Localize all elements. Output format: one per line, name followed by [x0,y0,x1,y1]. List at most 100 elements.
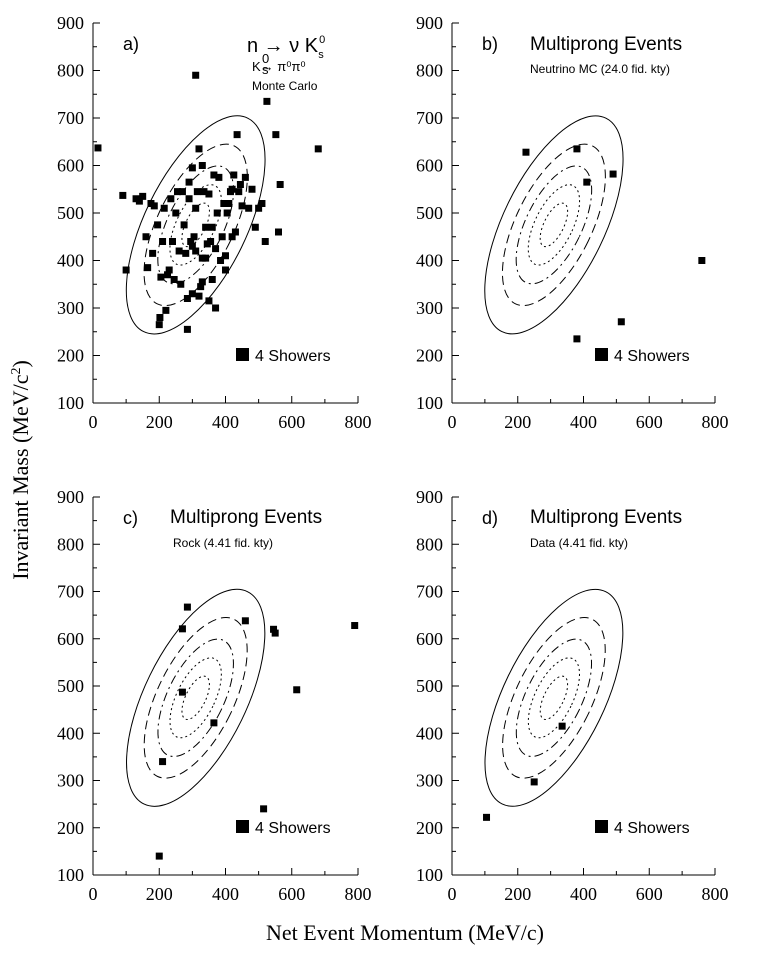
panel-a-data-point [205,297,213,305]
panel-c-contour-4 [169,657,222,739]
panel-a-contour-4 [169,184,222,266]
panel-a-y-tick-label: 600 [57,156,84,176]
panel-a-data-point [170,276,178,283]
panel-d-contour-4 [527,657,580,739]
panel-d-y-tick-label: 800 [416,534,443,554]
panel-a-data-point [210,171,218,179]
panel-b-x-tick-label: 0 [448,412,457,432]
panel-b-y-tick-label: 100 [416,393,443,413]
panel-a-data-point [272,131,280,139]
panel-a-x-tick-label: 0 [89,412,98,432]
panel-a-data-point [164,271,172,279]
panel-a-data-point [139,192,147,200]
panel-c-contour-1 [126,588,266,807]
panel-d-y-tick-label: 700 [416,582,443,602]
panel-a-data-point [205,190,213,198]
panel-a-data-point [245,204,253,212]
panel-c-data-point [159,758,167,766]
panel-a-data-point [202,223,210,231]
panel-b-y-tick-label: 500 [416,203,443,223]
panel-c-x-tick-label: 800 [345,884,372,904]
panel-c-data-point [260,805,268,813]
panel-a-data-point [177,280,185,288]
panel-a-data-point [172,209,180,217]
panel-c-data-point [178,688,186,696]
panel-d-x-tick-label: 400 [570,884,597,904]
panel-a-decay-sub: s [262,62,269,77]
panel-d-contour-2 [502,617,606,779]
panel-a-data-point [160,204,168,212]
panel-a-data-point [198,162,206,169]
panel-a-data-point [192,71,200,79]
panel-a-data-point [154,221,162,229]
panel-a-data-point [217,257,225,264]
panel-c-data-point [271,629,279,637]
panel-a-data-point [173,188,181,196]
panel-d-x-tick-label: 600 [636,884,663,904]
panel-a-data-point [169,238,176,245]
panel-c-data-point [155,852,163,860]
panel-c-subheading: Rock (4.41 fid. kty) [173,536,273,550]
panel-b-subheading: Neutrino MC (24.0 fid. kty) [530,62,670,76]
panel-c-heading: Multiprong Events [170,507,322,528]
panel-d: Multiprong Events Data (4.41 fid. kty) 1… [416,487,729,904]
panel-a-legend-marker [236,348,249,361]
panel-a-x-tick-label: 400 [212,412,239,432]
panel-d-label: d) [482,508,498,528]
panel-d-heading: Multiprong Events [530,507,682,528]
panel-c-y-tick-label: 400 [57,723,84,743]
panel-a-data-point [241,173,249,181]
panel-c-contour-2 [143,616,248,779]
panel-a-data-point [185,195,193,203]
panel-a-data-point [223,209,231,217]
panel-a-decay-sup: 0 [262,51,269,66]
panel-b-contour-2 [501,143,606,307]
panel-b-y-tick-label: 400 [416,251,443,271]
panel-a-decay-label: K→ π⁰π⁰ [252,59,306,74]
panel-b-x-tick-label: 800 [702,412,729,432]
panel-a-data-point [197,283,205,291]
panel-c-data-point [183,603,191,611]
panel-a-data-point [178,188,186,196]
panel-a-y-tick-label: 500 [57,203,84,223]
panel-a-data-point [258,200,266,207]
panel-c-x-tick-label: 0 [89,884,98,904]
panel-a-data-point [188,242,196,250]
panel-a-data-point [208,223,216,231]
panel-a-source: Monte Carlo [252,79,318,93]
panel-b-y-tick-label: 300 [416,298,443,318]
panel-a-data-point [175,247,183,255]
panel-d-y-tick-label: 300 [416,771,443,791]
panel-d-contour-1 [484,588,624,807]
panel-c: Multiprong Events Rock (4.41 fid. kty) 1… [57,487,372,904]
panel-a-contour-1 [125,115,266,335]
panel-a-data-point [233,131,241,139]
panel-a-data-point [155,321,163,329]
panel-c-y-tick-label: 500 [57,676,84,696]
panel-a-data-point [251,223,259,231]
panel-a-data-point [255,204,263,212]
panel-a-data-point [119,191,127,199]
panel-a-data-point [222,252,229,260]
panel-d-contour-3 [515,638,593,757]
panel-a-y-tick-label: 900 [57,13,84,33]
panel-a-data-point [122,266,130,274]
panel-a-x-tick-label: 200 [146,412,173,432]
panel-a-x-tick-label: 800 [345,412,372,432]
panel-a-data-point [185,178,193,186]
panel-d-y-tick-label: 900 [416,487,443,507]
panel-a-data-point [165,266,173,274]
panel-b-y-tick-label: 900 [416,13,443,33]
panel-b-data-point [609,170,617,178]
panel-a-data-point [193,188,201,196]
panel-a-data-point [231,228,239,236]
panel-a-data-point [183,295,191,302]
panel-a-y-tick-label: 200 [57,346,84,366]
panel-a-y-tick-label: 100 [57,393,84,413]
panel-c-data-point [293,686,301,694]
panel-a-data-point [142,233,150,241]
panel-a-data-point [144,264,152,272]
panel-b-contour-1 [484,115,624,335]
panel-a-data-point [157,273,165,281]
panel-a-label: a) [123,34,139,54]
